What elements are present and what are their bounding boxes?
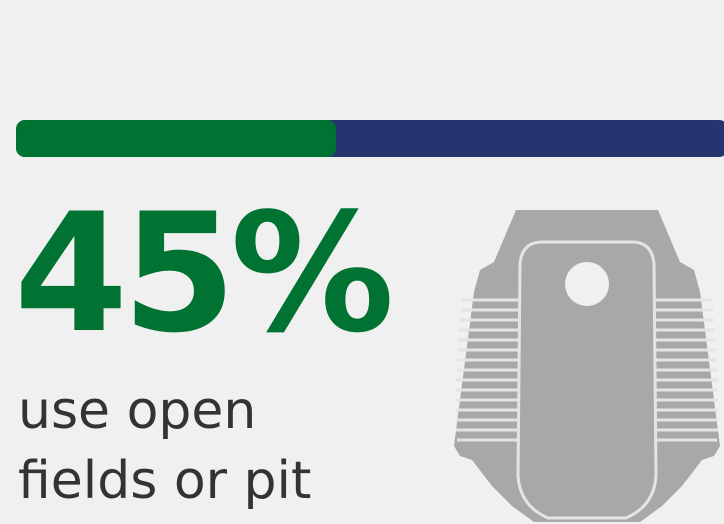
- squat-toilet-icon: [454, 210, 720, 522]
- squat-toilet-basin-outline: [516, 240, 658, 520]
- right-footrest-icon: [654, 298, 718, 442]
- stat-percentage: 45%: [14, 178, 395, 369]
- squat-toilet-hole-icon: [565, 262, 609, 306]
- left-footrest-icon: [456, 298, 520, 442]
- squat-toilet-body: [454, 210, 720, 522]
- progress-bar: [16, 120, 724, 157]
- caption-line-1: use open: [18, 381, 257, 441]
- stat-caption: use open fields or pit: [18, 376, 311, 516]
- progress-bar-fill: [16, 120, 337, 157]
- caption-line-2: fields or pit: [18, 451, 312, 511]
